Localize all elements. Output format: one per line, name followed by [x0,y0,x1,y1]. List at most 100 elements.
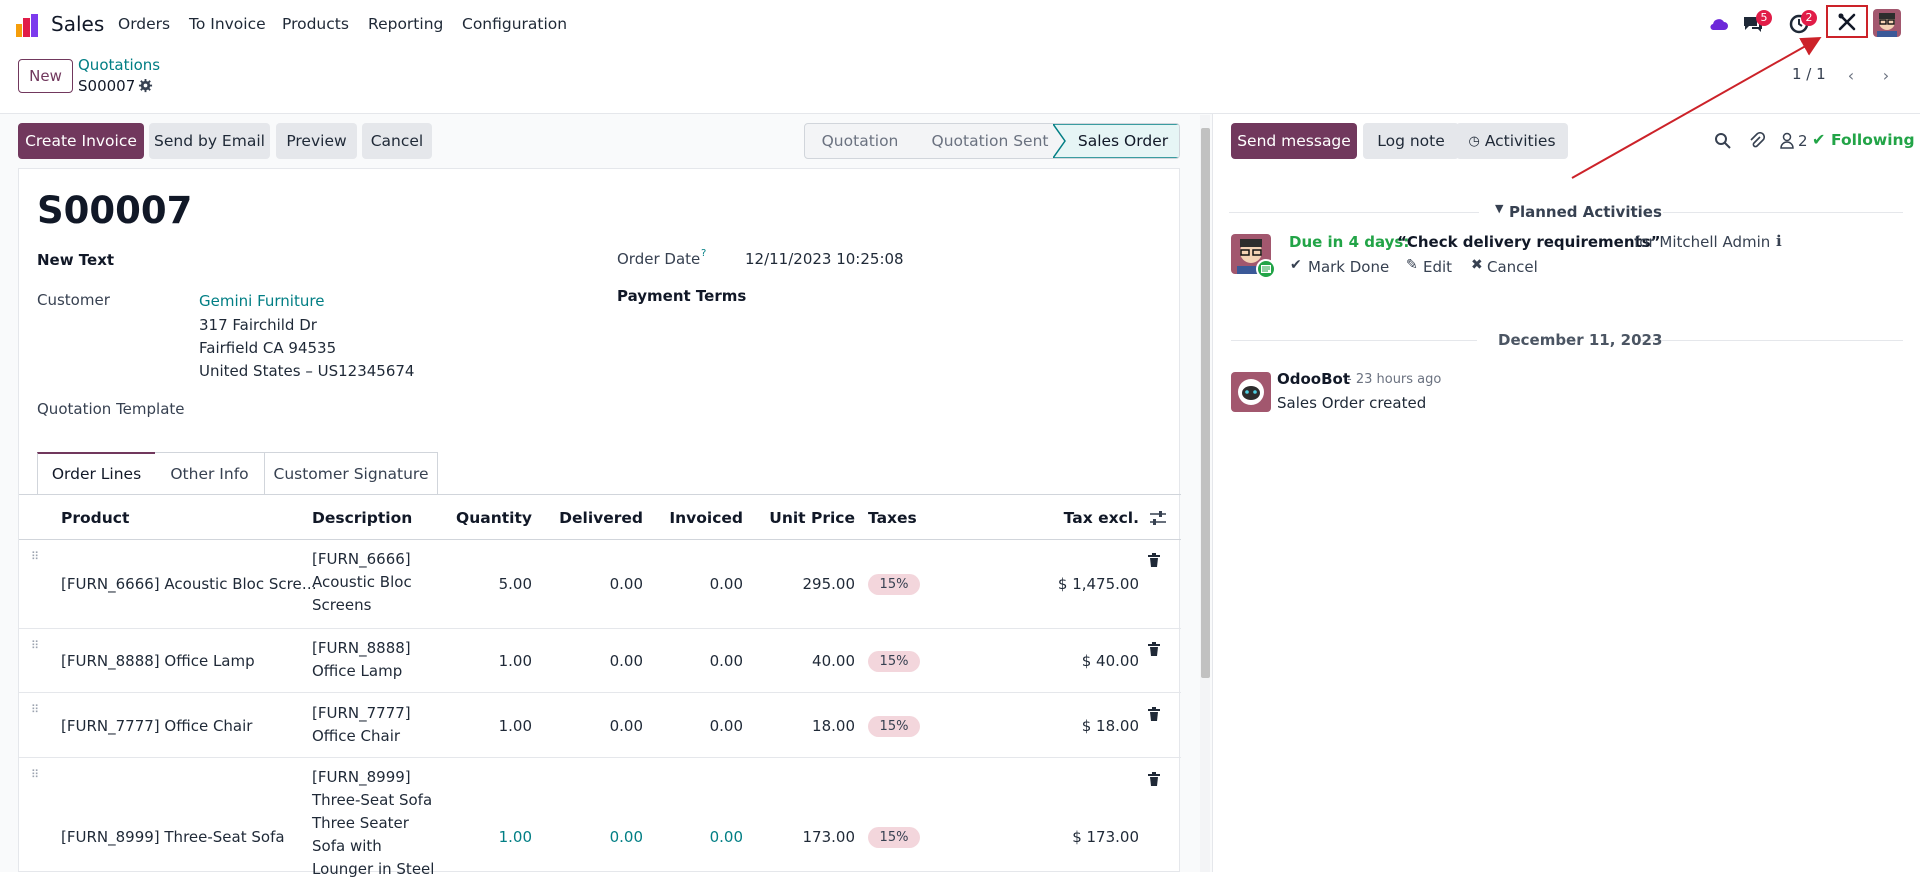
customer-link[interactable]: Gemini Furniture [199,292,325,310]
line-unit-price[interactable]: 295.00 [802,575,856,593]
create-invoice-button[interactable]: Create Invoice [18,123,144,159]
col-taxes[interactable]: Taxes [868,509,917,527]
line-description-4[interactable]: Sofa with [312,837,382,855]
planned-activities-title[interactable]: Planned Activities [1509,203,1662,221]
line-unit-price[interactable]: 40.00 [812,652,855,670]
col-quantity[interactable]: Quantity [456,509,532,527]
line-description-3[interactable]: Three Seater [312,814,409,832]
stage-quotation[interactable]: Quotation [821,132,899,150]
line-description-2[interactable]: Office Lamp [312,662,403,680]
form-scrollbar-thumb[interactable] [1201,128,1210,678]
pager-next-button[interactable]: › [1871,61,1901,89]
gear-icon[interactable] [138,78,153,93]
line-product[interactable]: [FURN_6666] Acoustic Bloc Scre… [61,575,317,593]
stage-quotation-sent[interactable]: Quotation Sent [931,132,1049,150]
table-row[interactable]: ⠿ [FURN_8888] Office Lamp [FURN_8888] Of… [19,629,1181,693]
tab-order-lines[interactable]: Order Lines [37,452,156,494]
col-product[interactable]: Product [61,509,130,527]
table-row[interactable]: ⠿ [FURN_7777] Office Chair [FURN_7777] O… [19,693,1181,758]
app-name[interactable]: Sales [51,12,105,36]
search-icon[interactable] [1714,132,1731,149]
new-button[interactable]: New [18,59,73,93]
debug-mode-button[interactable] [1826,5,1868,38]
followers-count[interactable]: 2 [1798,132,1808,150]
sales-app-icon[interactable] [14,12,40,38]
line-quantity[interactable]: 1.00 [498,828,532,846]
send-by-email-button[interactable]: Send by Email [149,123,270,159]
order-date-value[interactable]: 12/11/2023 10:25:08 [745,250,904,268]
col-description[interactable]: Description [312,509,413,527]
caret-down-icon[interactable]: ▼ [1495,202,1504,215]
line-description-2[interactable]: Acoustic Bloc [312,573,412,591]
line-quantity[interactable]: 1.00 [498,652,532,670]
line-description-1[interactable]: [FURN_8999] [312,768,411,786]
line-tax-tag[interactable]: 15% [868,651,920,672]
line-delivered[interactable]: 0.00 [609,575,643,593]
drag-handle-icon[interactable]: ⠿ [31,550,40,563]
line-tax-tag[interactable]: 15% [868,827,920,848]
tab-other-info[interactable]: Other Info [155,452,265,494]
line-delivered[interactable]: 0.00 [609,717,643,735]
pager-prev-button[interactable]: ‹ [1836,61,1866,89]
table-row[interactable]: ⠿ [FURN_6666] Acoustic Bloc Scre… [FURN_… [19,540,1181,629]
line-invoiced[interactable]: 0.00 [709,575,743,593]
line-description-1[interactable]: [FURN_6666] [312,550,411,568]
line-invoiced[interactable]: 0.00 [709,828,743,846]
line-product[interactable]: [FURN_8888] Office Lamp [61,652,255,670]
menu-orders[interactable]: Orders [118,15,171,33]
line-description-3[interactable]: Screens [312,596,372,614]
preview-button[interactable]: Preview [276,123,357,159]
menu-to-invoice[interactable]: To Invoice [189,15,266,33]
line-description-1[interactable]: [FURN_8888] [312,639,411,657]
odoobot-avatar[interactable] [1231,372,1271,412]
cancel-button[interactable]: Cancel [362,123,432,159]
menu-products[interactable]: Products [282,15,349,33]
trash-icon[interactable] [1148,707,1160,721]
line-unit-price[interactable]: 18.00 [812,717,855,735]
user-icon[interactable] [1780,132,1794,149]
paperclip-icon[interactable] [1748,132,1765,149]
col-delivered[interactable]: Delivered [559,509,643,527]
menu-reporting[interactable]: Reporting [368,15,444,33]
optional-columns-icon[interactable] [1149,509,1167,527]
menu-configuration[interactable]: Configuration [462,15,568,33]
line-invoiced[interactable]: 0.00 [709,652,743,670]
following-button[interactable]: Following [1831,131,1915,149]
mark-done-button[interactable]: Mark Done [1308,258,1390,276]
cancel-activity-button[interactable]: Cancel [1487,258,1538,276]
send-message-button[interactable]: Send message [1231,123,1357,159]
drag-handle-icon[interactable]: ⠿ [31,703,40,716]
line-product[interactable]: [FURN_7777] Office Chair [61,717,253,735]
message-author[interactable]: OdooBot [1277,370,1351,388]
col-invoiced[interactable]: Invoiced [669,509,743,527]
line-description-5[interactable]: Lounger in Steel [312,860,435,878]
pager-value[interactable]: 1 / 1 [1792,65,1826,83]
line-description-2[interactable]: Office Chair [312,727,401,745]
line-description-1[interactable]: [FURN_7777] [312,704,411,722]
table-row[interactable]: ⠿ [FURN_8999] Three-Seat Sofa [FURN_8999… [19,758,1181,878]
stage-sales-order[interactable]: Sales Order [1077,132,1169,150]
help-tooltip-icon[interactable]: ? [701,248,707,259]
tab-customer-signature[interactable]: Customer Signature [264,452,438,494]
trash-icon[interactable] [1148,553,1160,567]
breadcrumb-quotations[interactable]: Quotations [78,56,161,74]
cloud-icon[interactable] [1707,12,1731,36]
trash-icon[interactable] [1148,642,1160,656]
drag-handle-icon[interactable]: ⠿ [31,639,40,652]
edit-activity-button[interactable]: Edit [1423,258,1453,276]
line-delivered[interactable]: 0.00 [609,652,643,670]
line-delivered[interactable]: 0.00 [609,828,643,846]
user-avatar[interactable] [1873,9,1901,37]
line-invoiced[interactable]: 0.00 [709,717,743,735]
line-quantity[interactable]: 5.00 [498,575,532,593]
line-tax-tag[interactable]: 15% [868,716,920,737]
log-note-button[interactable]: Log note [1363,123,1459,159]
info-icon[interactable]: ℹ [1776,232,1782,250]
drag-handle-icon[interactable]: ⠿ [31,768,40,781]
line-description-2[interactable]: Three-Seat Sofa [312,791,433,809]
activities-button[interactable]: ◷ Activities [1456,123,1568,159]
line-tax-tag[interactable]: 15% [868,574,920,595]
line-unit-price[interactable]: 173.00 [802,828,856,846]
line-quantity[interactable]: 1.00 [498,717,532,735]
trash-icon[interactable] [1148,772,1160,786]
